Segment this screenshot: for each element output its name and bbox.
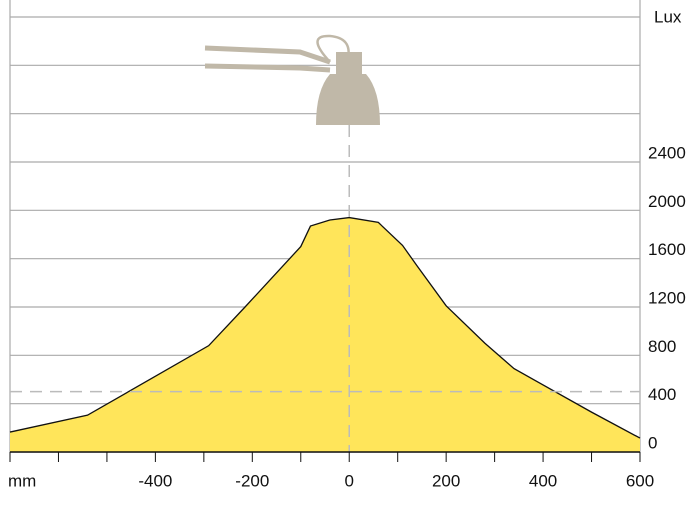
y-tick-label: 0 [648, 433, 657, 452]
y-tick-label: 400 [648, 385, 676, 404]
y-tick-label: 1600 [648, 240, 686, 259]
x-tick-label: 400 [529, 471, 557, 490]
x-axis-label: mm [8, 471, 36, 490]
x-tick-label: -200 [235, 471, 269, 490]
y-tick-label: 800 [648, 337, 676, 356]
y-tick-label: 2400 [648, 143, 686, 162]
area [10, 217, 640, 452]
y-tick-label: 2000 [648, 192, 686, 211]
x-tick-label: -400 [138, 471, 172, 490]
plot [9, 216, 641, 452]
x-tick-label: 200 [432, 471, 460, 490]
lamp-icon [204, 34, 380, 125]
x-tick-label: 600 [626, 471, 654, 490]
y-axis-label: Lux [654, 7, 682, 26]
y-tick-label: 1200 [648, 288, 686, 307]
area-outline [9, 216, 641, 439]
x-tick-label: 0 [344, 471, 353, 490]
